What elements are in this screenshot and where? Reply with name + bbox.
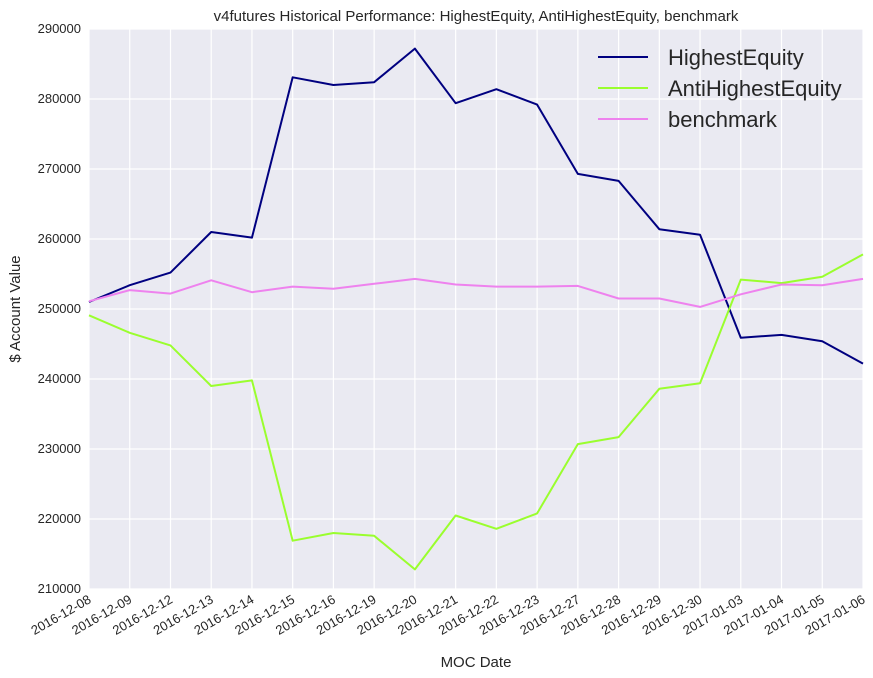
y-tick-label: 290000 bbox=[38, 21, 81, 36]
legend-label: benchmark bbox=[668, 107, 778, 132]
legend-label: HighestEquity bbox=[668, 45, 804, 70]
y-tick-label: 280000 bbox=[38, 91, 81, 106]
legend-label: AntiHighestEquity bbox=[668, 76, 842, 101]
y-tick-label: 240000 bbox=[38, 371, 81, 386]
chart-title: v4futures Historical Performance: Highes… bbox=[214, 8, 739, 25]
series-line-benchmark bbox=[88, 277, 864, 308]
grid bbox=[88, 28, 864, 590]
legend: HighestEquity AntiHighestEquity benchmark bbox=[598, 45, 842, 132]
x-axis: 2016-12-082016-12-092016-12-122016-12-13… bbox=[28, 592, 867, 638]
y-tick-label: 220000 bbox=[38, 511, 81, 526]
y-tick-label: 270000 bbox=[38, 161, 81, 176]
y-tick-label: 250000 bbox=[38, 301, 81, 316]
series-lines bbox=[88, 47, 864, 571]
x-axis-title: MOC Date bbox=[441, 654, 512, 671]
y-tick-label: 210000 bbox=[38, 581, 81, 596]
y-axis: 210000 220000 230000 240000 250000 260000 2700… bbox=[38, 21, 81, 596]
y-axis-title: $ Account Value bbox=[7, 255, 24, 362]
y-tick-label: 260000 bbox=[38, 231, 81, 246]
series-line-highestequity bbox=[88, 47, 864, 365]
y-tick-label: 230000 bbox=[38, 441, 81, 456]
